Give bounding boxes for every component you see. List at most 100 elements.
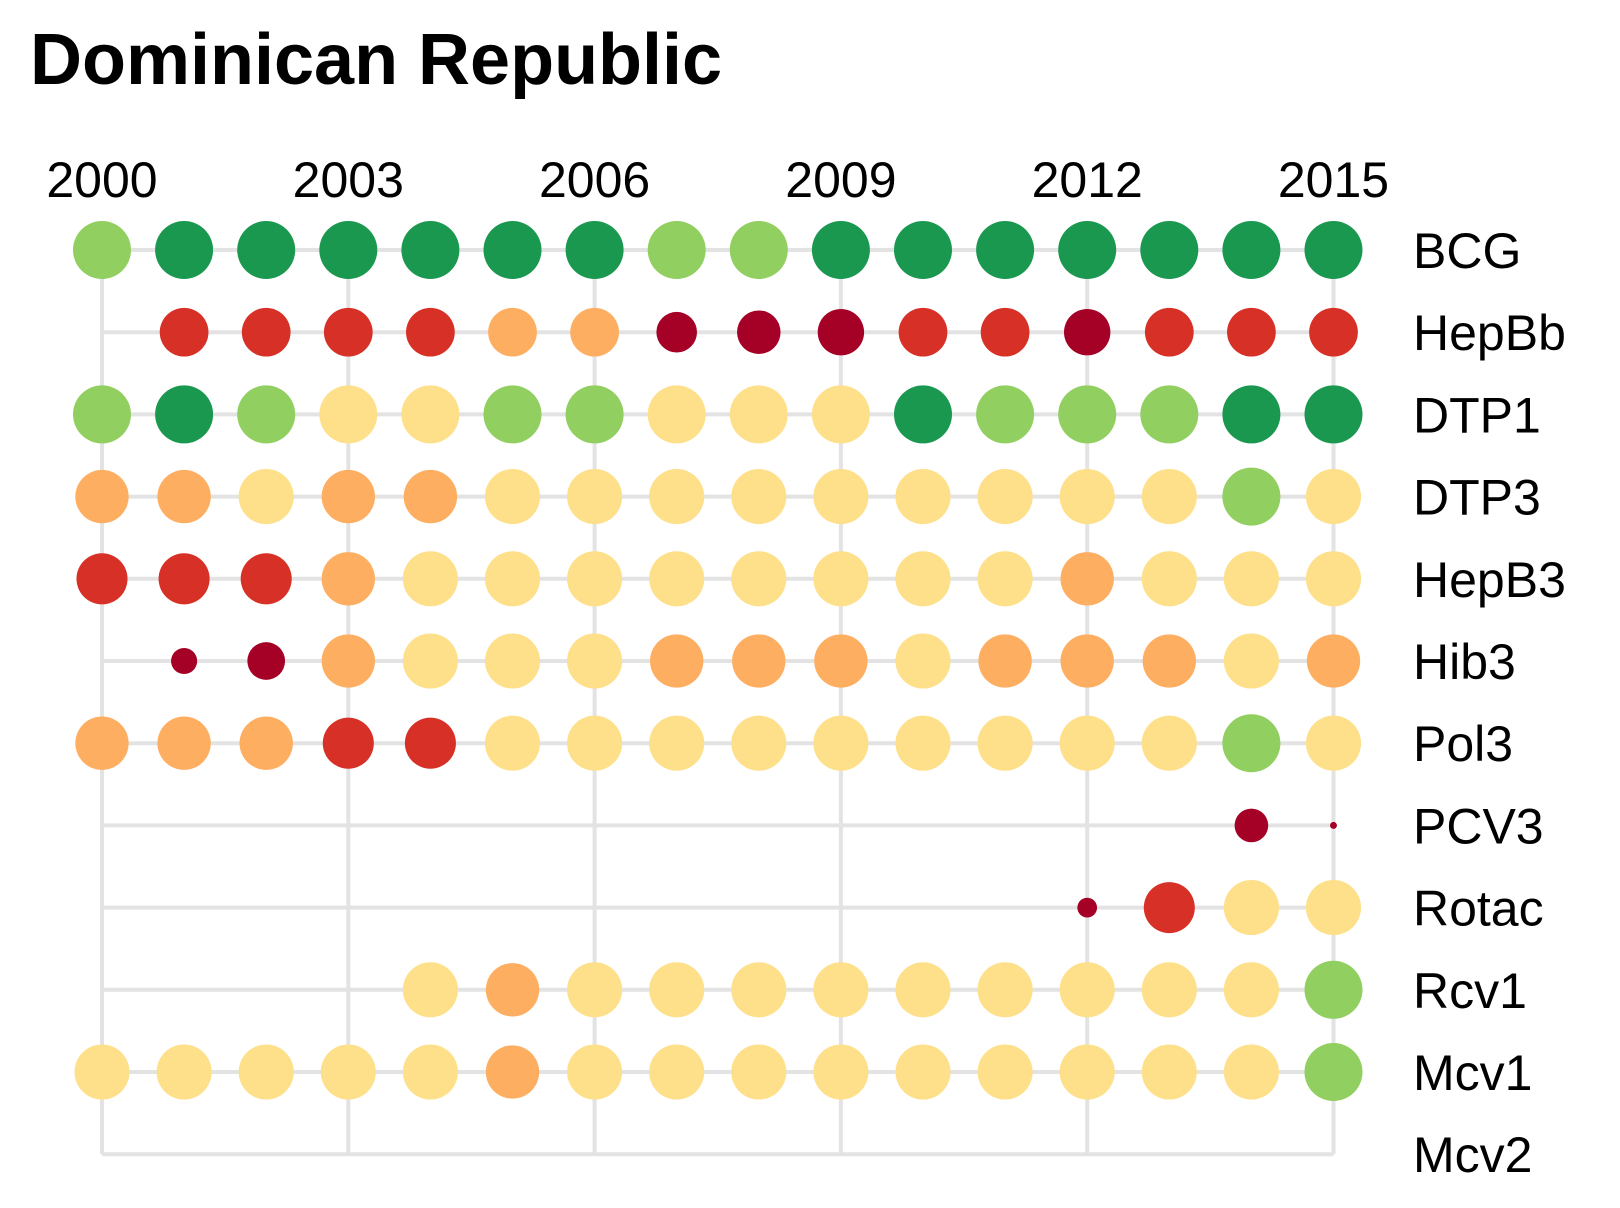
- dot-dtp3-2007: [649, 469, 705, 525]
- x-tick-label: 2000: [46, 152, 157, 208]
- dot-hepb3-2011: [977, 551, 1033, 607]
- x-tick-label: 2003: [293, 152, 404, 208]
- dot-dtp3-2010: [895, 469, 951, 525]
- dot-pol3-2011: [977, 715, 1033, 771]
- dot-bcg-2002: [237, 221, 296, 279]
- dot-bcg-2011: [976, 221, 1035, 279]
- dot-pcv3-2015: [1330, 821, 1337, 829]
- x-tick-label: 2009: [785, 152, 896, 208]
- dot-mcv1-2003: [320, 1044, 376, 1100]
- dot-hib3-2003: [321, 634, 375, 688]
- dot-hepb3-2009: [813, 551, 869, 607]
- dot-dtp1-2015: [1304, 385, 1363, 444]
- dot-hib3-2006: [567, 633, 623, 689]
- dot-pol3-2015: [1305, 715, 1362, 771]
- dot-dtp1-2003: [319, 385, 378, 444]
- dot-mcv1-2004: [402, 1044, 458, 1100]
- dot-mcv1-2000: [74, 1044, 130, 1100]
- dot-mcv1-2009: [813, 1044, 869, 1100]
- dot-rcv1-2004: [402, 962, 458, 1018]
- dot-hib3-2014: [1223, 633, 1279, 689]
- dot-dtp1-2009: [811, 385, 870, 444]
- dot-bcg-2003: [319, 221, 378, 279]
- dot-hib3-2008: [732, 634, 786, 688]
- dot-rotac-2014: [1223, 880, 1279, 936]
- dot-mcv1-2007: [649, 1044, 705, 1100]
- dot-pol3-2006: [567, 715, 623, 771]
- dot-dtp1-2011: [976, 385, 1035, 444]
- dot-hepb3-2008: [731, 551, 787, 607]
- dot-hepb3-2004: [402, 551, 458, 607]
- dot-bcg-2007: [647, 221, 706, 279]
- chart-title: Dominican Republic: [30, 20, 722, 100]
- dot-bcg-2012: [1058, 221, 1117, 279]
- dot-hib3-2007: [650, 634, 704, 688]
- dot-rcv1-2013: [1141, 962, 1197, 1018]
- dot-rcv1-2010: [895, 962, 951, 1018]
- dot-dtp3-2003: [321, 469, 375, 524]
- dot-bcg-2008: [729, 221, 788, 279]
- y-category-label: HepBb: [1413, 305, 1566, 361]
- dot-mcv1-2012: [1059, 1044, 1115, 1100]
- dot-hepbb-2003: [323, 307, 373, 357]
- dot-hib3-2013: [1142, 634, 1196, 688]
- dot-pol3-2001: [157, 716, 211, 770]
- dot-mcv1-2006: [567, 1044, 623, 1100]
- dot-pol3-2010: [895, 715, 951, 771]
- dot-bcg-2001: [155, 221, 214, 279]
- x-axis-ticks: 2000 2003 2006 2009 2012 2015: [46, 152, 1389, 208]
- dot-hepbb-2011: [980, 307, 1030, 357]
- y-category-label: HepB3: [1413, 552, 1566, 608]
- dot-dtp3-2001: [157, 469, 211, 524]
- dot-hib3-2015: [1306, 634, 1361, 688]
- x-tick-label: 2006: [539, 152, 650, 208]
- dot-dtp1-2008: [729, 385, 788, 444]
- dot-hib3-2004: [402, 633, 458, 689]
- dot-hepb3-2005: [484, 551, 541, 607]
- dot-hib3-2011: [978, 634, 1032, 688]
- grid: [100, 248, 1336, 1157]
- dot-hepbb-2013: [1144, 307, 1194, 357]
- dot-bcg-2004: [401, 221, 460, 279]
- dot-dtp1-2005: [483, 385, 542, 444]
- dot-rcv1-2005: [485, 963, 540, 1017]
- dot-dtp3-2013: [1141, 469, 1197, 525]
- dot-mcv1-2001: [156, 1044, 212, 1100]
- y-category-label: DTP3: [1413, 470, 1541, 526]
- dot-dtp1-2002: [237, 385, 296, 444]
- dot-mcv1-2015: [1304, 1043, 1363, 1101]
- dot-hepbb-2012: [1064, 309, 1111, 356]
- dot-dtp3-2000: [75, 469, 129, 524]
- dot-pol3-2012: [1059, 715, 1115, 771]
- dot-rotac-2015: [1305, 880, 1362, 936]
- dot-mcv1-2011: [977, 1044, 1033, 1100]
- dot-rcv1-2014: [1223, 962, 1279, 1018]
- dot-dtp1-2004: [401, 385, 460, 444]
- dot-dtp3-2014: [1222, 467, 1281, 526]
- dot-bcg-2014: [1222, 221, 1281, 279]
- dot-dtp3-2005: [484, 469, 541, 525]
- y-category-label: Pol3: [1413, 716, 1513, 772]
- dot-rcv1-2011: [977, 962, 1033, 1018]
- dot-dtp3-2009: [813, 469, 869, 525]
- dot-rcv1-2006: [567, 962, 623, 1018]
- dot-hepbb-2008: [737, 310, 781, 354]
- dot-pol3-2008: [731, 715, 787, 771]
- dot-mcv1-2010: [895, 1044, 951, 1100]
- dot-dtp3-2002: [238, 469, 294, 525]
- dot-hepbb-2007: [656, 311, 697, 353]
- dot-pol3-2014: [1222, 714, 1281, 773]
- dot-hib3-2005: [484, 633, 541, 689]
- dot-mcv1-2005: [485, 1045, 540, 1099]
- dot-mcv1-2008: [731, 1044, 787, 1100]
- x-tick-label: 2012: [1032, 152, 1143, 208]
- x-tick-label: 2015: [1278, 152, 1389, 208]
- dot-dtp1-2012: [1058, 385, 1117, 444]
- dot-hepbb-2004: [406, 307, 455, 357]
- dot-hepb3-2001: [158, 553, 210, 605]
- dot-hepb3-2013: [1141, 551, 1197, 607]
- dot-mcv1-2002: [238, 1044, 294, 1100]
- dot-hepb3-2012: [1060, 552, 1114, 606]
- dot-dtp1-2001: [155, 385, 214, 444]
